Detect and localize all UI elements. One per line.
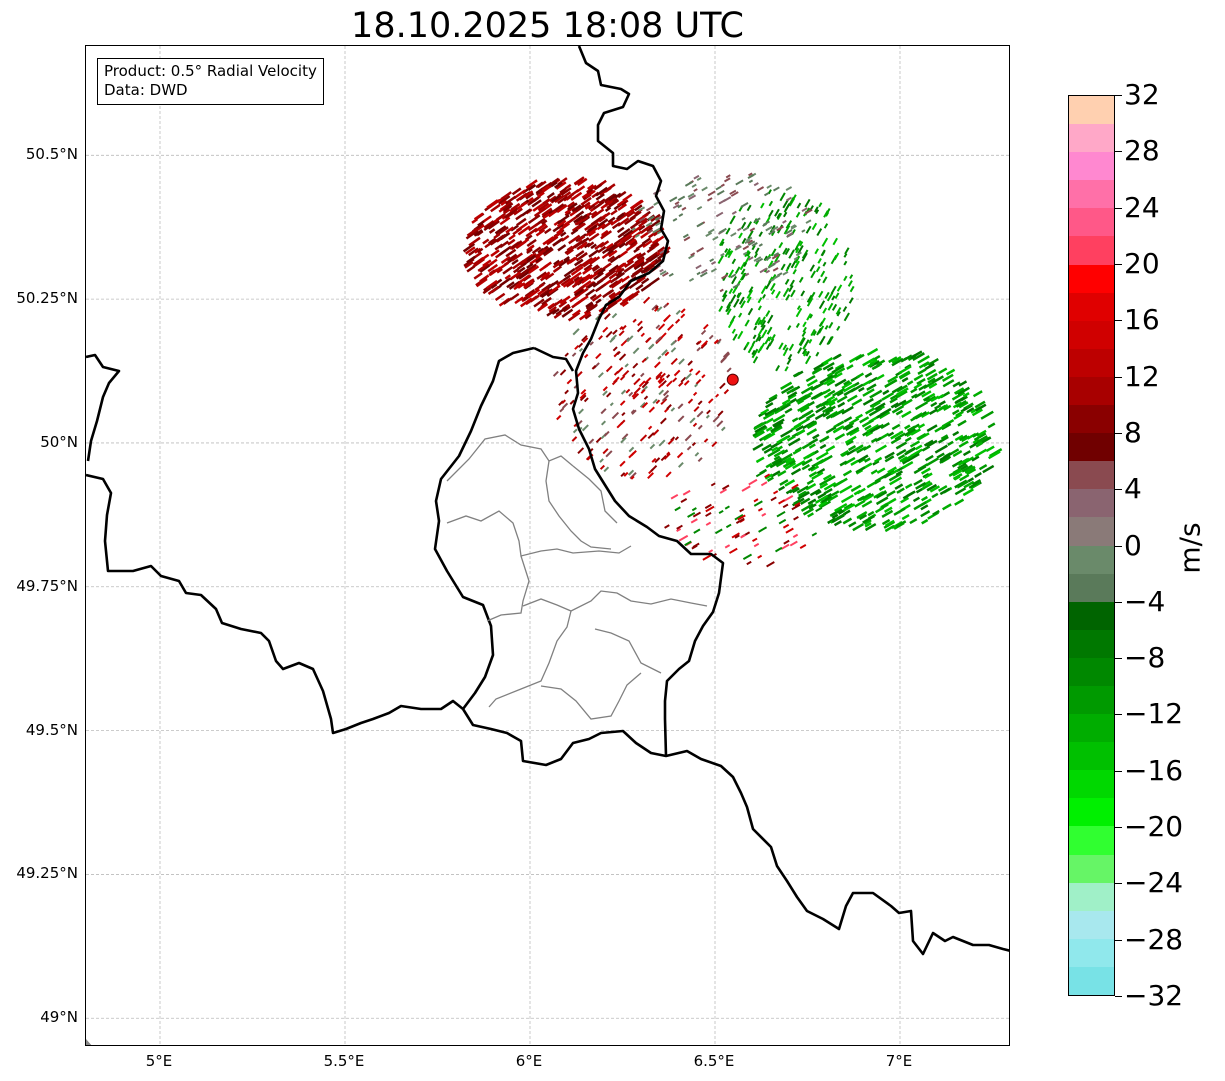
colorbar-tick-label: −4 [1124, 584, 1166, 618]
colorbar-segment [1069, 545, 1114, 576]
product-info-box: Product: 0.5° Radial Velocity Data: DWD [97, 58, 324, 105]
colorbar-segment [1069, 966, 1114, 995]
colorbar-tick [1115, 545, 1122, 547]
colorbar-tick [1115, 95, 1122, 96]
colorbar-tick-label: −32 [1124, 979, 1184, 1012]
colorbar-tick-label: −12 [1124, 697, 1184, 731]
colorbar-tick [1115, 376, 1122, 378]
colorbar-tick-label: −20 [1124, 810, 1184, 844]
colorbar-segment [1069, 601, 1114, 632]
colorbar-tick-label: 20 [1124, 246, 1160, 280]
colorbar-segment [1069, 208, 1114, 239]
colorbar-segment [1069, 461, 1114, 492]
colorbar-tick-label: −28 [1124, 922, 1184, 956]
colorbar-tick [1115, 827, 1122, 829]
colorbar-tick [1115, 770, 1122, 772]
france-luxembourg-germany-border [461, 708, 1009, 956]
colorbar-segment [1069, 742, 1114, 773]
data-source-label: Data: DWD [104, 81, 188, 99]
colorbar-segment [1069, 348, 1114, 379]
colorbar-tick [1115, 883, 1122, 885]
lat-label: 49.5°N [25, 720, 78, 739]
colorbar-segment [1069, 910, 1114, 941]
colorbar-segment [1069, 489, 1114, 520]
luxembourg-belgium-border [433, 346, 575, 710]
colorbar-tick [1115, 432, 1122, 434]
colorbar-tick-label: −24 [1124, 866, 1184, 900]
product-label: Product: 0.5° Radial Velocity [104, 62, 317, 80]
radar-site-marker[interactable] [726, 373, 739, 386]
colorbar-tick [1115, 263, 1122, 265]
lat-label: 49.75°N [16, 576, 78, 595]
colorbar-segment [1069, 180, 1114, 211]
netherlands-border-fragment [86, 353, 121, 462]
lon-label: 5.5°E [323, 1052, 365, 1070]
colorbar-segment [1069, 938, 1114, 969]
colorbar-segment [1069, 517, 1114, 548]
colorbar-tick-label: 8 [1124, 415, 1142, 449]
lat-label: 50.5°N [25, 145, 78, 164]
colorbar-tick [1115, 489, 1122, 491]
belgium-germany-luxembourg-border [571, 46, 725, 757]
corner-land-fragment [86, 1039, 92, 1045]
colorbar-segment [1069, 320, 1114, 351]
colorbar-tick-label: −8 [1124, 641, 1166, 675]
colorbar-tick [1115, 151, 1122, 153]
colorbar-segment [1069, 685, 1114, 716]
colorbar-segment [1069, 124, 1114, 154]
colorbar-tick [1115, 601, 1122, 603]
colorbar-tick-label: 24 [1124, 190, 1160, 224]
colorbar-segment [1069, 96, 1114, 126]
lon-label: 6°E [515, 1052, 543, 1070]
colorbar-tick [1115, 939, 1122, 941]
colorbar-segment [1069, 292, 1114, 323]
colorbar-segment [1069, 433, 1114, 464]
colorbar-tick-label: 28 [1124, 134, 1160, 168]
colorbar-tick-label: 4 [1124, 472, 1142, 506]
radar-velocity-echoes [462, 172, 1003, 568]
colorbar-segment [1069, 236, 1114, 267]
lat-label: 50.25°N [16, 289, 78, 308]
luxembourg-canton-lines [446, 434, 708, 720]
colorbar-tick-label: 12 [1124, 359, 1160, 393]
colorbar-tick [1115, 658, 1122, 660]
lat-label: 49.25°N [16, 864, 78, 883]
colorbar-tick [1115, 320, 1122, 322]
colorbar-segment [1069, 264, 1114, 295]
colorbar-unit-label: m/s [1173, 522, 1207, 574]
lat-label: 49°N [40, 1008, 78, 1027]
lon-label: 7°E [885, 1052, 913, 1070]
lon-label: 5°E [145, 1052, 173, 1070]
colorbar [1068, 95, 1115, 996]
colorbar-segment [1069, 770, 1114, 801]
colorbar-segment [1069, 714, 1114, 744]
colorbar-segment [1069, 152, 1114, 183]
country-borders [86, 46, 1009, 956]
map-title: 18.10.2025 18:08 UTC [351, 6, 744, 46]
colorbar-tick-label: 0 [1124, 528, 1142, 562]
colorbar-segment [1069, 854, 1114, 885]
colorbar-segment [1069, 657, 1114, 688]
colorbar-segment [1069, 405, 1114, 435]
colorbar-tick-label: −16 [1124, 753, 1184, 787]
lon-label: 6.5°E [693, 1052, 735, 1070]
colorbar-tick-label: 16 [1124, 303, 1160, 337]
colorbar-segment [1069, 573, 1114, 604]
colorbar-segment [1069, 376, 1114, 407]
colorbar-segment [1069, 826, 1114, 857]
map-area[interactable] [85, 45, 1010, 1046]
colorbar-tick [1115, 207, 1122, 209]
colorbar-segment [1069, 798, 1114, 829]
lat-label: 50°N [40, 432, 78, 451]
colorbar-tick-label: 32 [1124, 78, 1160, 111]
colorbar-segment [1069, 882, 1114, 913]
belgium-france-border [86, 473, 464, 735]
colorbar-tick [1115, 996, 1122, 997]
graticule-grid [86, 46, 1009, 1045]
colorbar-tick [1115, 714, 1122, 716]
colorbar-segment [1069, 629, 1114, 660]
